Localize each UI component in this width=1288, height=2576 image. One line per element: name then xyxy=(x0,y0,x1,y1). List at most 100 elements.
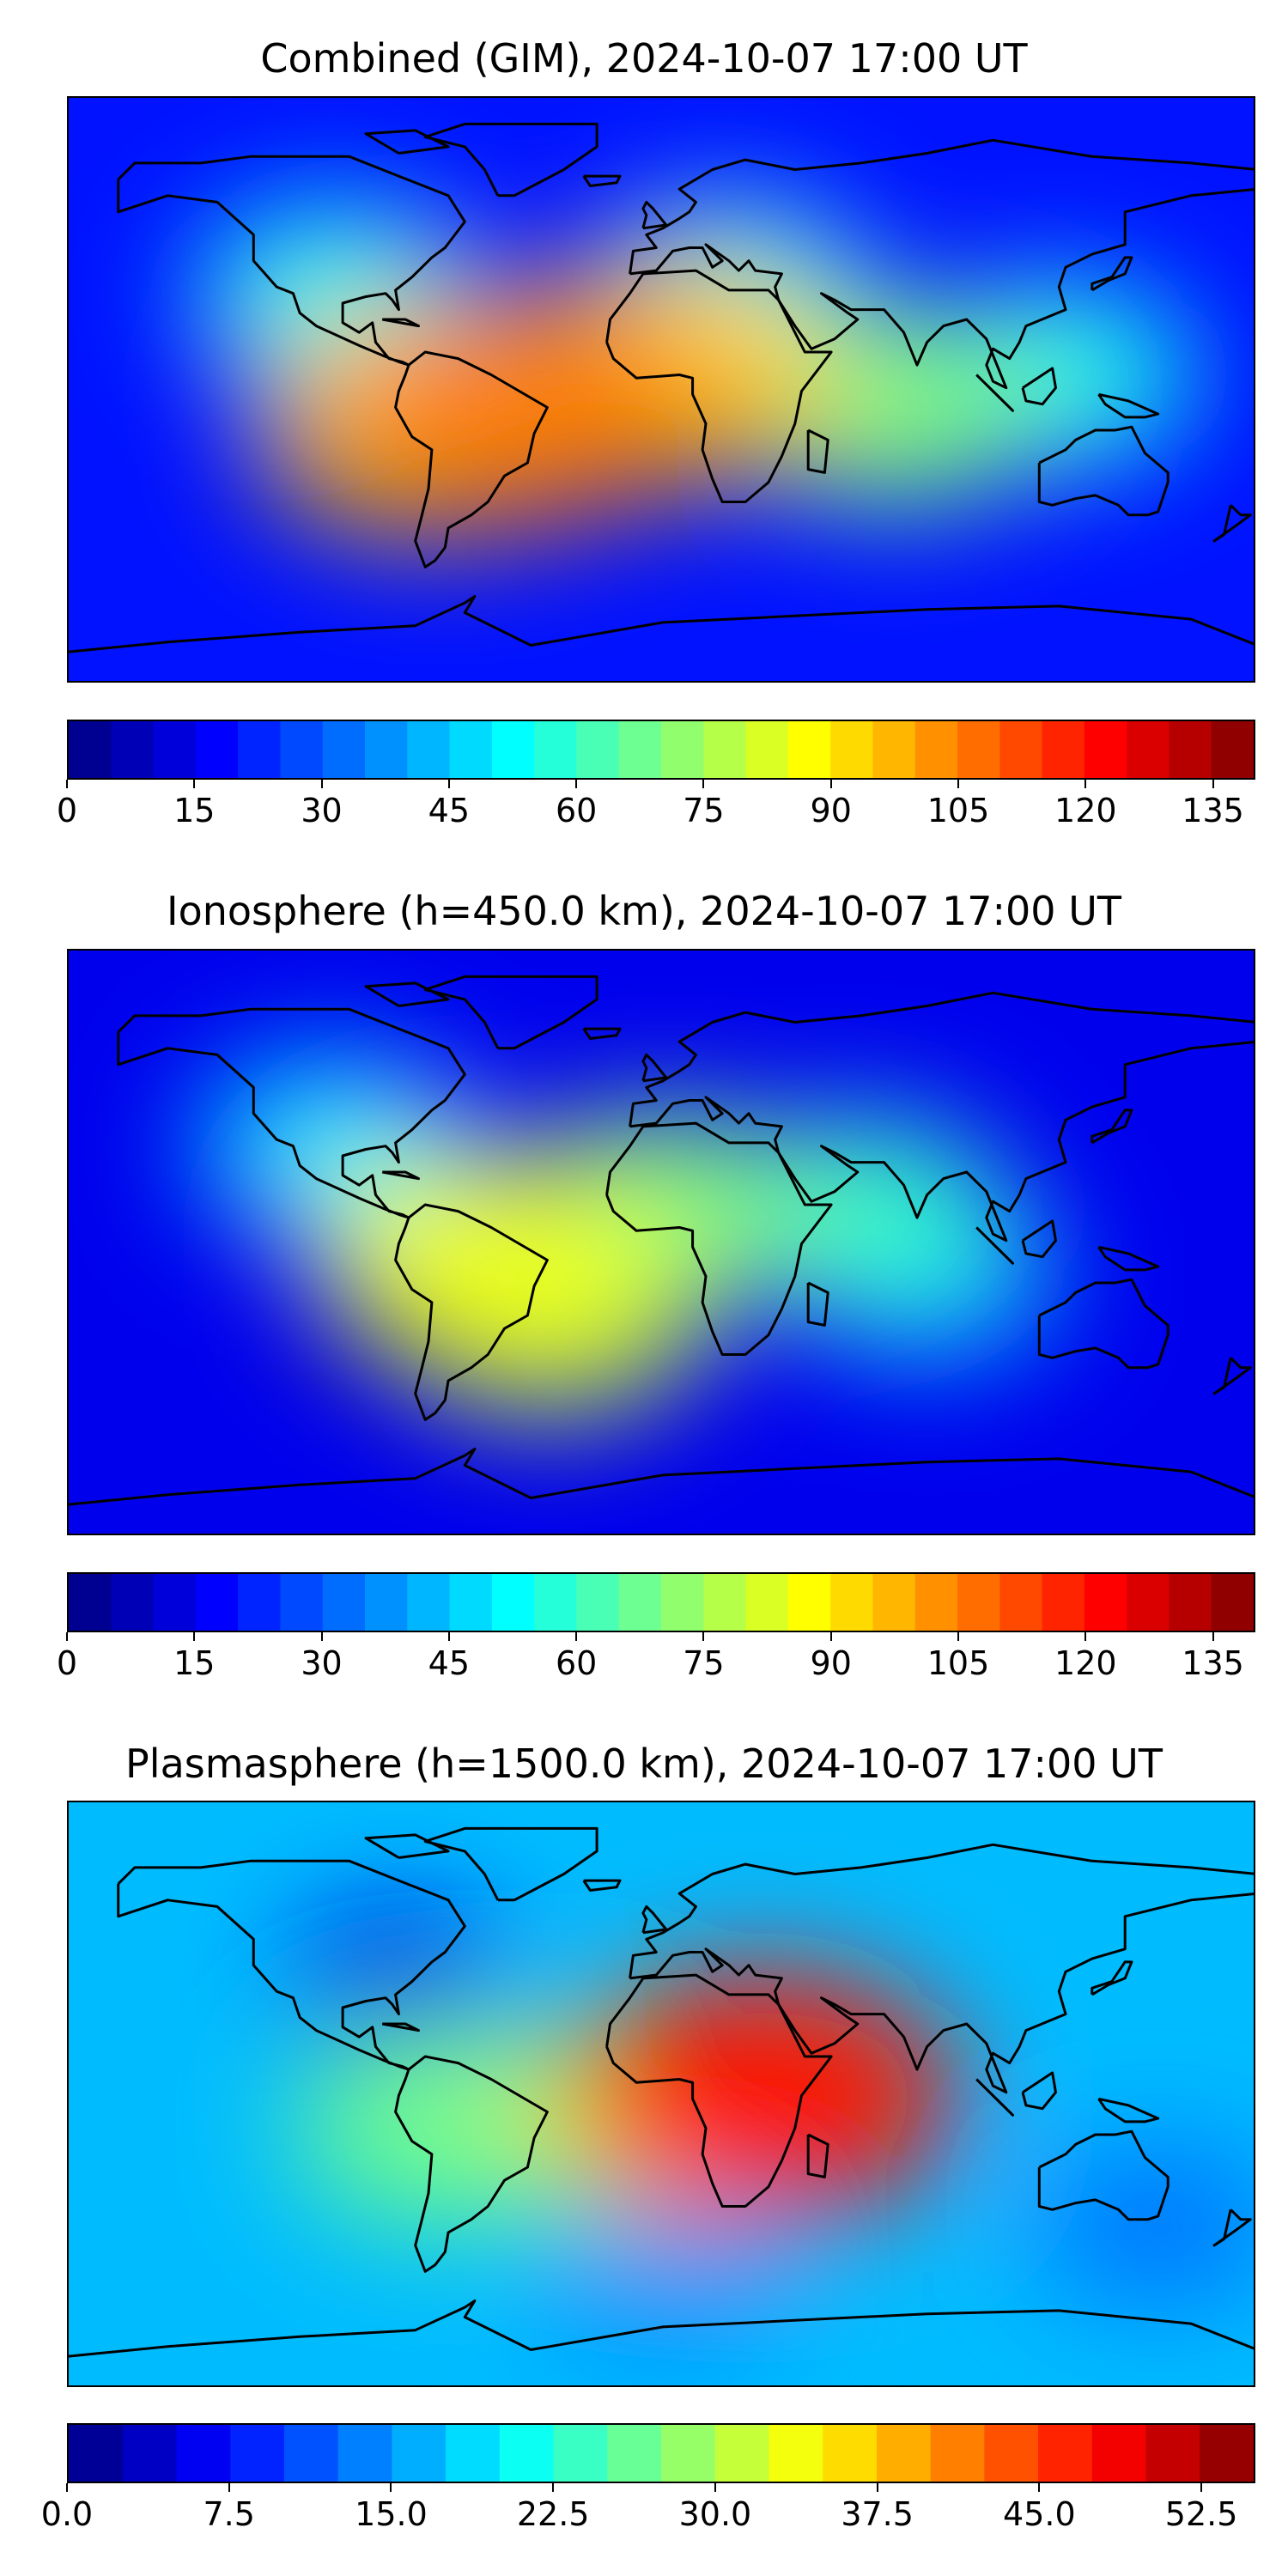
panel-1-heatmap xyxy=(69,98,1254,681)
colorbar-tick-label: 15 xyxy=(173,1644,216,1682)
coastline xyxy=(641,1905,668,1935)
colorbar-swatch xyxy=(984,2425,1039,2482)
colorbar-swatch xyxy=(553,2425,608,2482)
colorbar-swatch xyxy=(872,1574,916,1631)
coastline xyxy=(1037,1278,1170,1370)
panel-2-colorbar-swatches xyxy=(69,1574,1254,1631)
coastline xyxy=(582,174,622,187)
colorbar-swatch xyxy=(122,2425,178,2482)
colorbar-swatch xyxy=(930,2425,985,2482)
colorbar-tick xyxy=(1200,2483,1203,2492)
colorbar-tick-label: 105 xyxy=(927,1644,990,1682)
colorbar-swatch xyxy=(69,721,112,778)
colorbar-swatch xyxy=(230,2425,285,2482)
colorbar-swatch xyxy=(661,2425,716,2482)
coastline xyxy=(629,138,1254,390)
colorbar-tick xyxy=(1084,1632,1087,1641)
colorbar-tick xyxy=(1038,2483,1041,2492)
colorbar-tick-label: 15 xyxy=(173,792,216,829)
panel-2-title: Ionosphere (h=450.0 km), 2024-10-07 17:0… xyxy=(167,888,1121,934)
panel-1-colorbar xyxy=(67,720,1255,780)
heatmap-feature xyxy=(293,1914,505,2049)
coastline xyxy=(423,122,598,197)
panel-3-colorbar xyxy=(67,2423,1255,2483)
panel-1-colorbar-ticks: 0 15 30 45 60 75 90 105 120 135 xyxy=(57,780,1255,840)
colorbar-tick-label: 75 xyxy=(683,1644,725,1682)
coastline xyxy=(117,1007,466,1219)
coastline xyxy=(117,155,466,367)
colorbar-tick xyxy=(228,2483,230,2492)
heatmap-feature xyxy=(330,289,699,526)
colorbar-tick xyxy=(575,780,578,788)
colorbar-swatch xyxy=(449,721,493,778)
colorbar-tick-label: 7.5 xyxy=(203,2495,255,2533)
colorbar-swatch xyxy=(195,1574,239,1631)
colorbar-swatch xyxy=(449,1574,493,1631)
colorbar-swatch xyxy=(1042,721,1085,778)
colorbar-swatch xyxy=(618,721,662,778)
colorbar-swatch xyxy=(872,721,916,778)
colorbar-tick-label: 30 xyxy=(301,1644,343,1682)
colorbar-tick-label: 0 xyxy=(56,1644,78,1682)
colorbar-tick xyxy=(957,1632,959,1641)
coastline xyxy=(1091,1109,1133,1145)
colorbar-swatch xyxy=(1091,2425,1147,2482)
colorbar-swatch xyxy=(914,721,958,778)
coastline xyxy=(364,981,450,1007)
colorbar-tick xyxy=(66,1632,68,1641)
coastline xyxy=(582,1879,622,1892)
colorbar-swatch xyxy=(491,721,535,778)
colorbar-tick xyxy=(390,2483,392,2492)
colorbar-tick-label: 0.0 xyxy=(40,2495,94,2533)
colorbar-swatch xyxy=(769,2425,823,2482)
coastline xyxy=(1021,367,1057,406)
colorbar-swatch xyxy=(999,721,1043,778)
colorbar-swatch xyxy=(365,1574,408,1631)
coastline xyxy=(117,1859,466,2071)
colorbar-swatch xyxy=(661,1574,704,1631)
panel-3-colorbar-swatches xyxy=(69,2425,1254,2482)
coastline xyxy=(975,1226,1014,1265)
colorbar-swatch xyxy=(283,2425,339,2482)
colorbar-swatch xyxy=(446,2425,501,2482)
heatmap-feature xyxy=(313,1152,649,1368)
colorbar-swatch xyxy=(876,2425,932,2482)
coastline xyxy=(1212,1357,1252,1395)
colorbar-tick-label: 37.5 xyxy=(841,2495,914,2533)
coastline xyxy=(1097,2097,1160,2123)
coastline xyxy=(806,1281,829,1327)
colorbar-tick-label: 30.0 xyxy=(678,2495,752,2533)
coastline xyxy=(605,269,833,503)
colorbar-swatch xyxy=(1211,721,1254,778)
coastline xyxy=(1097,1245,1160,1272)
colorbar-tick xyxy=(552,2483,555,2492)
coastline xyxy=(1037,2129,1170,2221)
coastline xyxy=(1212,2208,1252,2247)
colorbar-swatch xyxy=(830,1574,874,1631)
colorbar-tick-label: 0 xyxy=(56,792,78,829)
coastline xyxy=(1037,425,1170,517)
colorbar-tick xyxy=(957,780,959,788)
panel-3-colorbar-ticks: 0.0 7.5 15.0 22.5 30.0 37.5 45.0 52.5 xyxy=(41,2483,1255,2543)
colorbar-tick xyxy=(447,780,450,788)
colorbar-swatch xyxy=(280,721,324,778)
colorbar-swatch xyxy=(392,2425,447,2482)
colorbar-tick xyxy=(66,2483,68,2492)
coastline xyxy=(975,2078,1014,2117)
colorbar-tick xyxy=(714,2483,716,2492)
coastline xyxy=(806,428,829,474)
colorbar-swatch xyxy=(238,721,282,778)
panel-2-heatmap xyxy=(69,951,1254,1534)
colorbar-tick xyxy=(702,1632,705,1641)
coastline xyxy=(582,1027,622,1040)
colorbar-tick-label: 45 xyxy=(428,792,471,829)
colorbar-swatch xyxy=(957,721,1000,778)
panel-1-title: Combined (GIM), 2024-10-07 17:00 UT xyxy=(260,35,1028,82)
colorbar-swatch xyxy=(576,1574,620,1631)
colorbar-tick xyxy=(829,1632,832,1641)
colorbar-swatch xyxy=(1038,2425,1093,2482)
colorbar-swatch xyxy=(1084,1574,1127,1631)
colorbar-tick xyxy=(447,1632,450,1641)
colorbar-swatch xyxy=(322,721,366,778)
colorbar-tick-label: 45.0 xyxy=(1003,2495,1076,2533)
